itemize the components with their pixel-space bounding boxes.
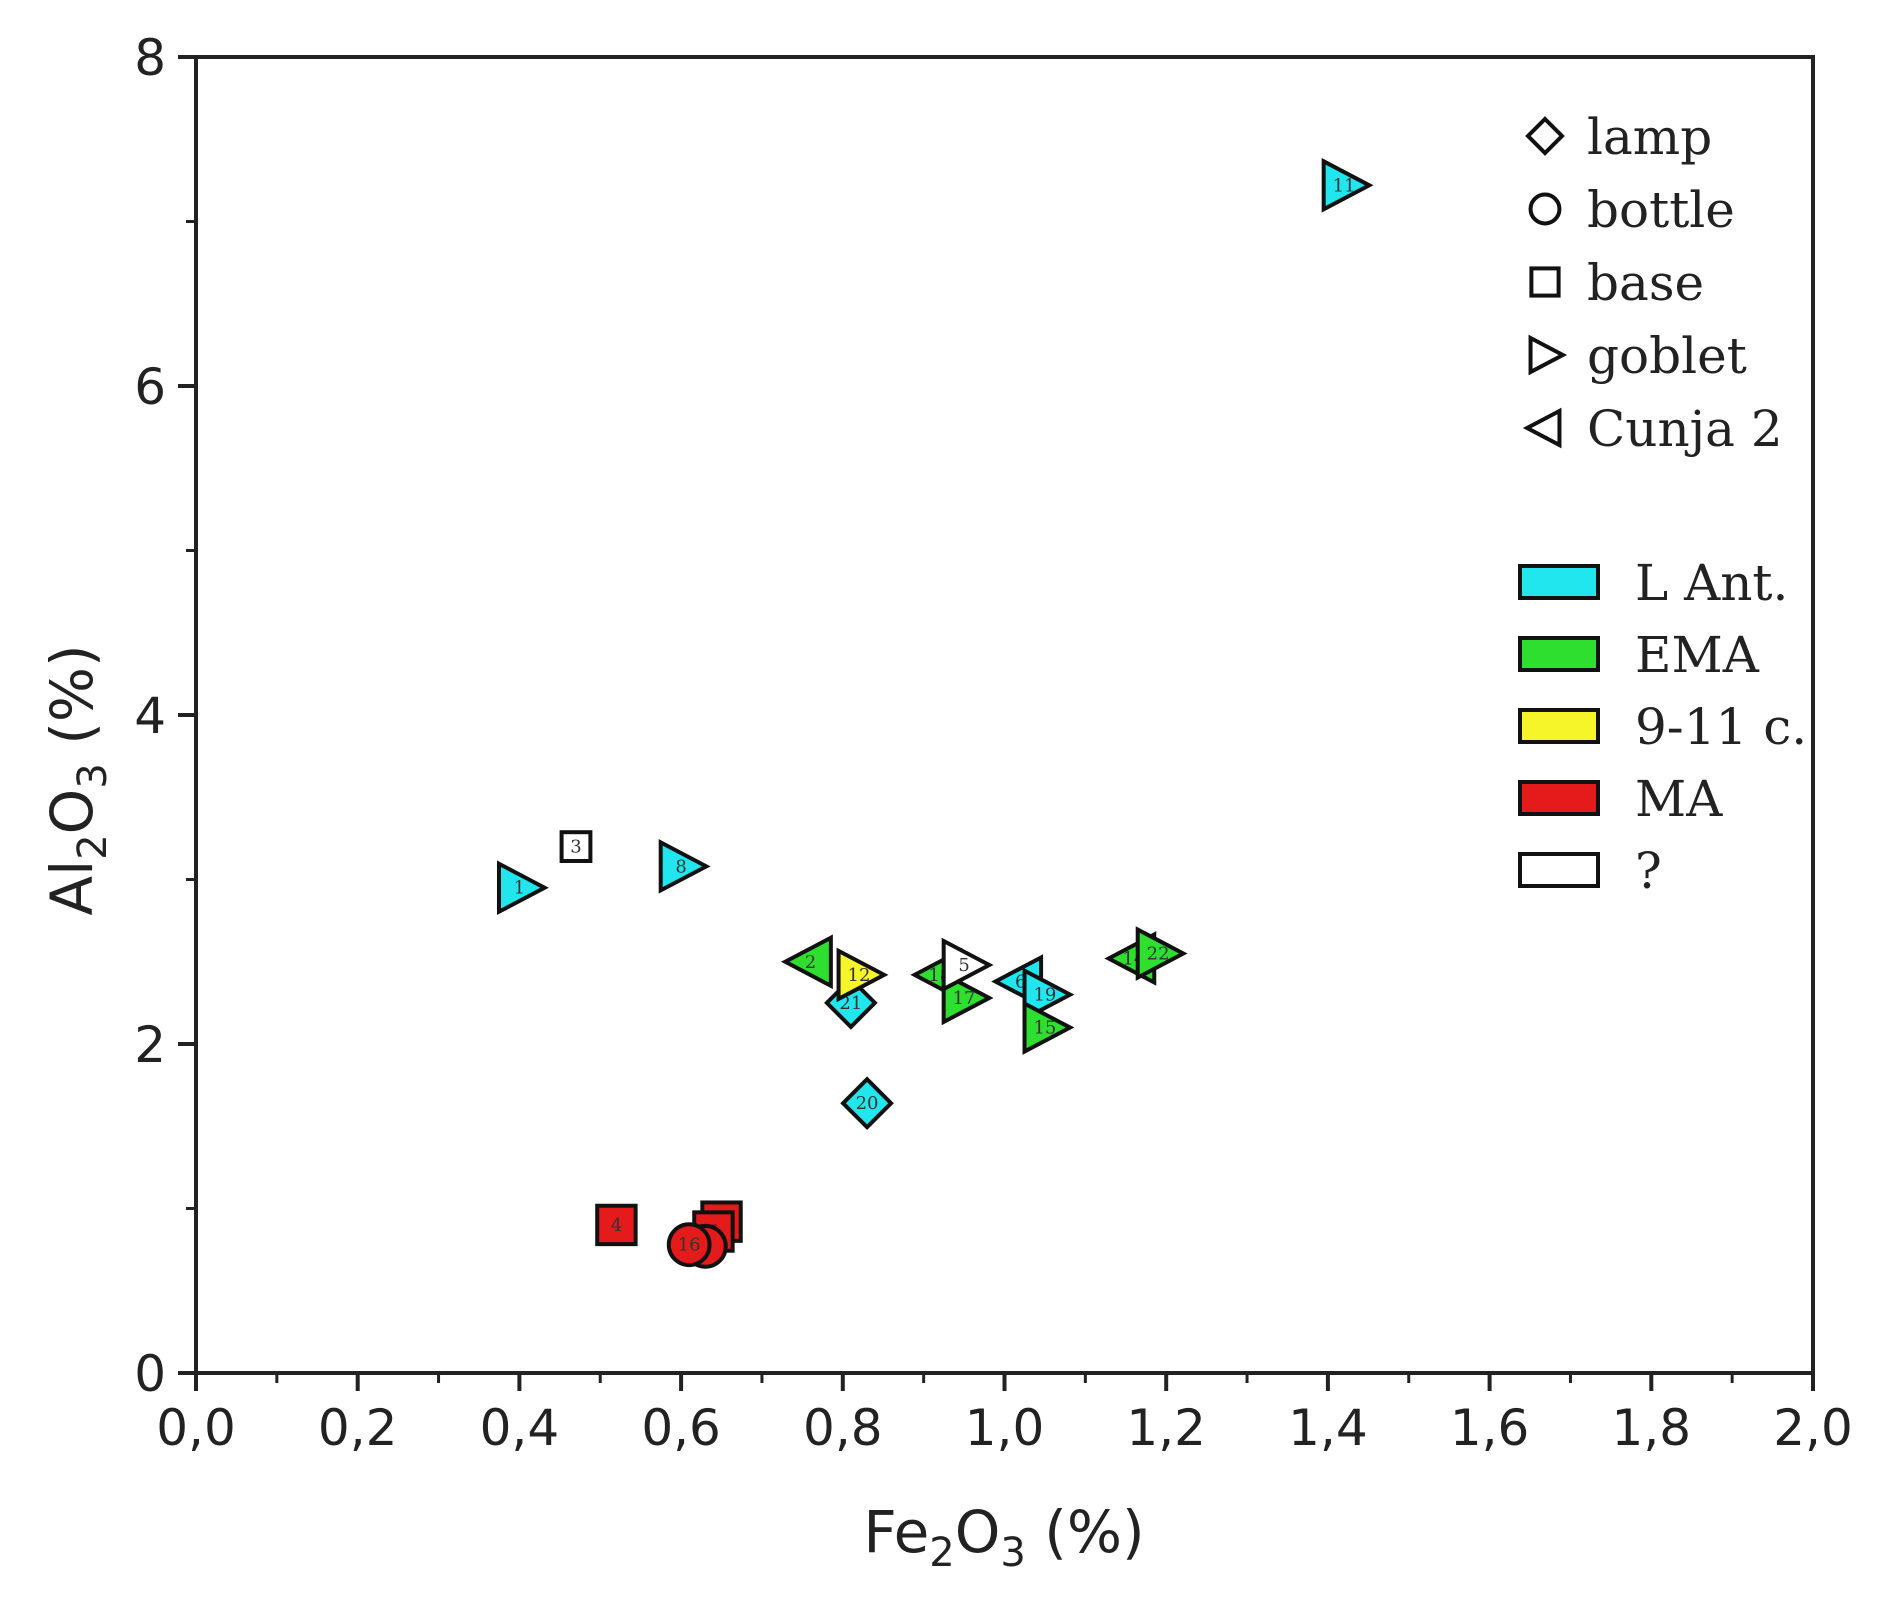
legend-color-swatch (1518, 564, 1600, 600)
x-tick-label: 1,2 (1126, 1399, 1206, 1457)
legend-circle-icon (1528, 192, 1562, 226)
legend-color-label: EMA (1635, 626, 1760, 684)
x-tick-label: 0,2 (318, 1399, 398, 1457)
legend-square-icon (1529, 266, 1561, 298)
y-tick-label: 8 (134, 29, 166, 87)
point-label: 5 (958, 955, 969, 976)
point-label: 15 (1033, 1018, 1056, 1039)
point-triangle-right-9-11-c (836, 947, 889, 1003)
point-label: 21 (839, 993, 862, 1014)
point-label: 16 (678, 1235, 701, 1256)
legend-triangle-left-icon (1522, 407, 1562, 449)
point-label: 17 (953, 988, 976, 1009)
legend-color-swatch (1518, 708, 1600, 744)
x-tick-label: 1,6 (1450, 1399, 1530, 1457)
point-triangle-right-l-ant (497, 860, 549, 916)
x-tick-label: 1,0 (965, 1399, 1045, 1457)
legend-shape-label: goblet (1587, 327, 1747, 385)
legend-shape-label: lamp (1587, 108, 1712, 166)
point-label: 8 (675, 856, 686, 877)
color-legend: L Ant. EMA 9-11 c. MA? (1518, 554, 1807, 900)
x-tick-label: 1,4 (1288, 1399, 1368, 1457)
point-triangle-right-l-ant (1022, 967, 1075, 1022)
legend-shape-label: Cunja 2 (1587, 400, 1783, 458)
point-triangle-right-l-ant (658, 839, 711, 894)
x-tick-label: 0,8 (803, 1399, 883, 1457)
x-tick-label: 0,0 (156, 1399, 236, 1457)
point-label: 4 (611, 1215, 622, 1236)
legend-color-label: ? (1635, 842, 1662, 900)
point-label: 2 (805, 952, 816, 973)
y-axis-title: Al2O3 (%) (38, 644, 116, 915)
point-square-ma (595, 1203, 638, 1247)
y-tick-label: 6 (134, 358, 166, 416)
legend-color-label: L Ant. (1635, 554, 1788, 612)
legend-color-swatch (1518, 636, 1600, 672)
point-label: 11 (1333, 175, 1356, 196)
point-label: 12 (848, 965, 871, 986)
legend-color-label: MA (1635, 770, 1723, 828)
point-label: 3 (570, 837, 581, 858)
point-triangle-right-l-ant (1321, 157, 1374, 213)
legend-color-swatch (1518, 852, 1600, 888)
legend-color-swatch (1518, 780, 1600, 816)
x-axis-title: Fe2O3 (%) (863, 1498, 1144, 1576)
legend-diamond-icon (1525, 116, 1565, 156)
legend-triangle-right-icon (1528, 334, 1568, 376)
point-triangle-left-ema (780, 934, 833, 990)
y-tick-label: 0 (134, 1345, 166, 1403)
data-points: 11138221121817561915142220495716 (497, 157, 1374, 1269)
x-tick-label: 1,8 (1612, 1399, 1692, 1457)
point-label: 6 (1015, 971, 1026, 992)
y-tick-label: 4 (134, 687, 166, 745)
legend-shape-label: bottle (1587, 181, 1735, 239)
point-circle-ma (666, 1222, 712, 1268)
x-tick-label: 0,6 (641, 1399, 721, 1457)
point-triangle-right (941, 937, 994, 993)
x-axis-ticks: 0,0 0,2 0,4 0,6 0,8 1,0 1,2 1,4 1,6 1,8 2,0 (156, 1373, 1853, 1457)
shape-legend: lamp bottle base goblet Cunja 2 (1522, 108, 1783, 458)
point-label: 19 (1033, 985, 1056, 1006)
point-triangle-right-ema (941, 970, 994, 1026)
point-triangle-right-ema (1022, 1000, 1075, 1055)
point-label: 22 (1147, 944, 1170, 965)
point-label: 1 (514, 878, 525, 899)
y-tick-label: 2 (134, 1016, 166, 1074)
point-triangle-right-ema (1135, 926, 1188, 981)
point-label: 20 (856, 1093, 879, 1114)
y-axis-ticks: 0 2 4 6 8 (134, 29, 196, 1403)
x-tick-label: 2,0 (1773, 1399, 1853, 1457)
point-diamond-l-ant (840, 1076, 894, 1131)
x-tick-label: 0,4 (480, 1399, 560, 1457)
point-square (559, 830, 593, 864)
legend-color-label: 9-11 c. (1635, 698, 1807, 756)
legend-shape-label: base (1587, 254, 1704, 312)
